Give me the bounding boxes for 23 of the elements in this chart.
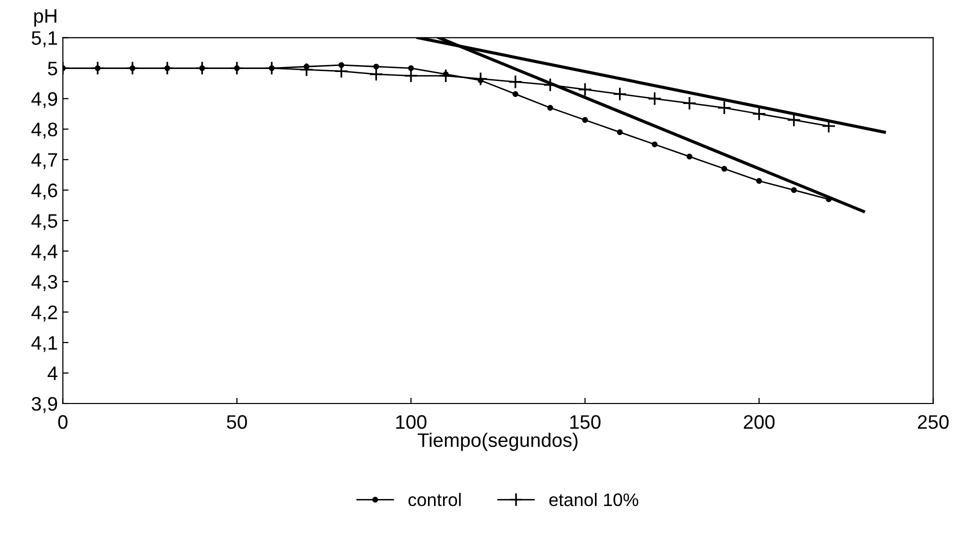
y-tick-label: 4,4 <box>31 244 58 261</box>
y-tick-label: 4 <box>48 366 58 380</box>
x-axis-title: Tiempo(segundos) <box>418 432 578 451</box>
y-tick-label: 4,9 <box>31 92 58 108</box>
legend-label: etanol 10% <box>549 492 638 506</box>
y-axis-title: pH <box>34 9 56 27</box>
y-tick-label: 4,6 <box>31 184 58 200</box>
y-tick-label: 4,1 <box>31 336 58 352</box>
y-tick-label: 4,8 <box>31 122 58 139</box>
y-tick-label: 4,3 <box>31 275 58 292</box>
x-tick-label: 150 <box>570 415 600 429</box>
x-tick-label: 250 <box>918 415 949 429</box>
x-tick-label: 200 <box>744 415 775 429</box>
y-tick-label: 5 <box>48 62 58 76</box>
x-tick-label: 50 <box>226 415 247 429</box>
legend-label: control <box>408 492 461 506</box>
y-tick-label: 4,7 <box>31 153 58 170</box>
y-tick-label: 5,1 <box>32 31 58 48</box>
y-tick-label: 4,2 <box>31 306 58 322</box>
x-tick-label: 100 <box>396 415 426 429</box>
y-tick-label: 3,9 <box>32 396 58 414</box>
y-tick-label: 4,5 <box>31 214 58 230</box>
x-tick-label: 0 <box>58 415 68 429</box>
